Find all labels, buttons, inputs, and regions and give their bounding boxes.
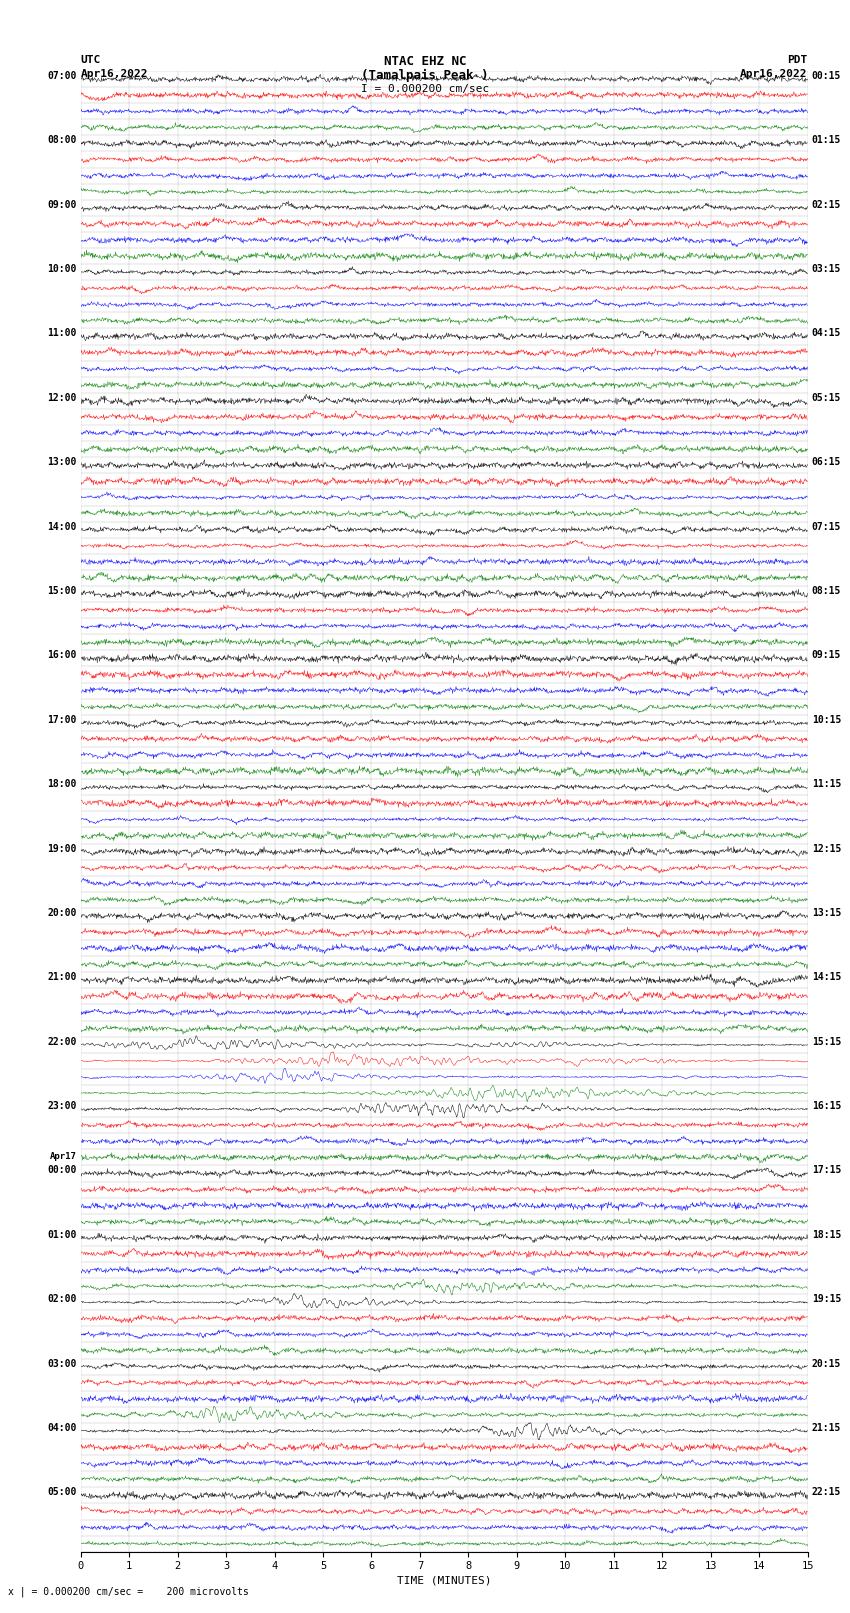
Text: 05:15: 05:15: [812, 394, 842, 403]
Text: 06:15: 06:15: [812, 456, 842, 468]
Text: 04:00: 04:00: [47, 1423, 76, 1432]
Text: 11:00: 11:00: [47, 329, 76, 339]
Text: (Tamalpais Peak ): (Tamalpais Peak ): [361, 69, 489, 82]
Text: 07:15: 07:15: [812, 521, 842, 532]
Text: 16:00: 16:00: [47, 650, 76, 660]
Text: 04:15: 04:15: [812, 329, 842, 339]
Text: 17:15: 17:15: [812, 1166, 842, 1176]
Text: I = 0.000200 cm/sec: I = 0.000200 cm/sec: [361, 84, 489, 94]
Text: Apr17: Apr17: [49, 1152, 76, 1161]
Text: 22:00: 22:00: [47, 1037, 76, 1047]
Text: 03:15: 03:15: [812, 265, 842, 274]
Text: 15:15: 15:15: [812, 1037, 842, 1047]
Text: 12:15: 12:15: [812, 844, 842, 853]
Text: 21:00: 21:00: [47, 973, 76, 982]
Text: 09:00: 09:00: [47, 200, 76, 210]
Text: 14:00: 14:00: [47, 521, 76, 532]
Text: Apr16,2022: Apr16,2022: [740, 69, 808, 79]
Text: 01:15: 01:15: [812, 135, 842, 145]
Text: 19:15: 19:15: [812, 1294, 842, 1305]
Text: 22:15: 22:15: [812, 1487, 842, 1497]
Text: 13:15: 13:15: [812, 908, 842, 918]
Text: UTC: UTC: [81, 55, 101, 65]
Text: x | = 0.000200 cm/sec =    200 microvolts: x | = 0.000200 cm/sec = 200 microvolts: [8, 1586, 249, 1597]
Text: 20:15: 20:15: [812, 1358, 842, 1368]
Text: PDT: PDT: [787, 55, 808, 65]
Text: 18:00: 18:00: [47, 779, 76, 789]
Text: 01:00: 01:00: [47, 1229, 76, 1240]
Text: 23:00: 23:00: [47, 1102, 76, 1111]
Text: 15:00: 15:00: [47, 586, 76, 597]
Text: 13:00: 13:00: [47, 456, 76, 468]
Text: 05:00: 05:00: [47, 1487, 76, 1497]
Text: 21:15: 21:15: [812, 1423, 842, 1432]
Text: 11:15: 11:15: [812, 779, 842, 789]
Text: 10:15: 10:15: [812, 715, 842, 724]
Text: 14:15: 14:15: [812, 973, 842, 982]
Text: 16:15: 16:15: [812, 1102, 842, 1111]
Text: 02:00: 02:00: [47, 1294, 76, 1305]
Text: 00:00: 00:00: [47, 1166, 76, 1176]
Text: 03:00: 03:00: [47, 1358, 76, 1368]
Text: 02:15: 02:15: [812, 200, 842, 210]
Text: 10:00: 10:00: [47, 265, 76, 274]
Text: 12:00: 12:00: [47, 394, 76, 403]
Text: 08:15: 08:15: [812, 586, 842, 597]
Text: Apr16,2022: Apr16,2022: [81, 69, 148, 79]
X-axis label: TIME (MINUTES): TIME (MINUTES): [397, 1576, 491, 1586]
Text: 20:00: 20:00: [47, 908, 76, 918]
Text: 00:15: 00:15: [812, 71, 842, 81]
Text: 18:15: 18:15: [812, 1229, 842, 1240]
Text: 19:00: 19:00: [47, 844, 76, 853]
Text: 08:00: 08:00: [47, 135, 76, 145]
Text: 07:00: 07:00: [47, 71, 76, 81]
Text: NTAC EHZ NC: NTAC EHZ NC: [383, 55, 467, 68]
Text: 09:15: 09:15: [812, 650, 842, 660]
Text: 17:00: 17:00: [47, 715, 76, 724]
